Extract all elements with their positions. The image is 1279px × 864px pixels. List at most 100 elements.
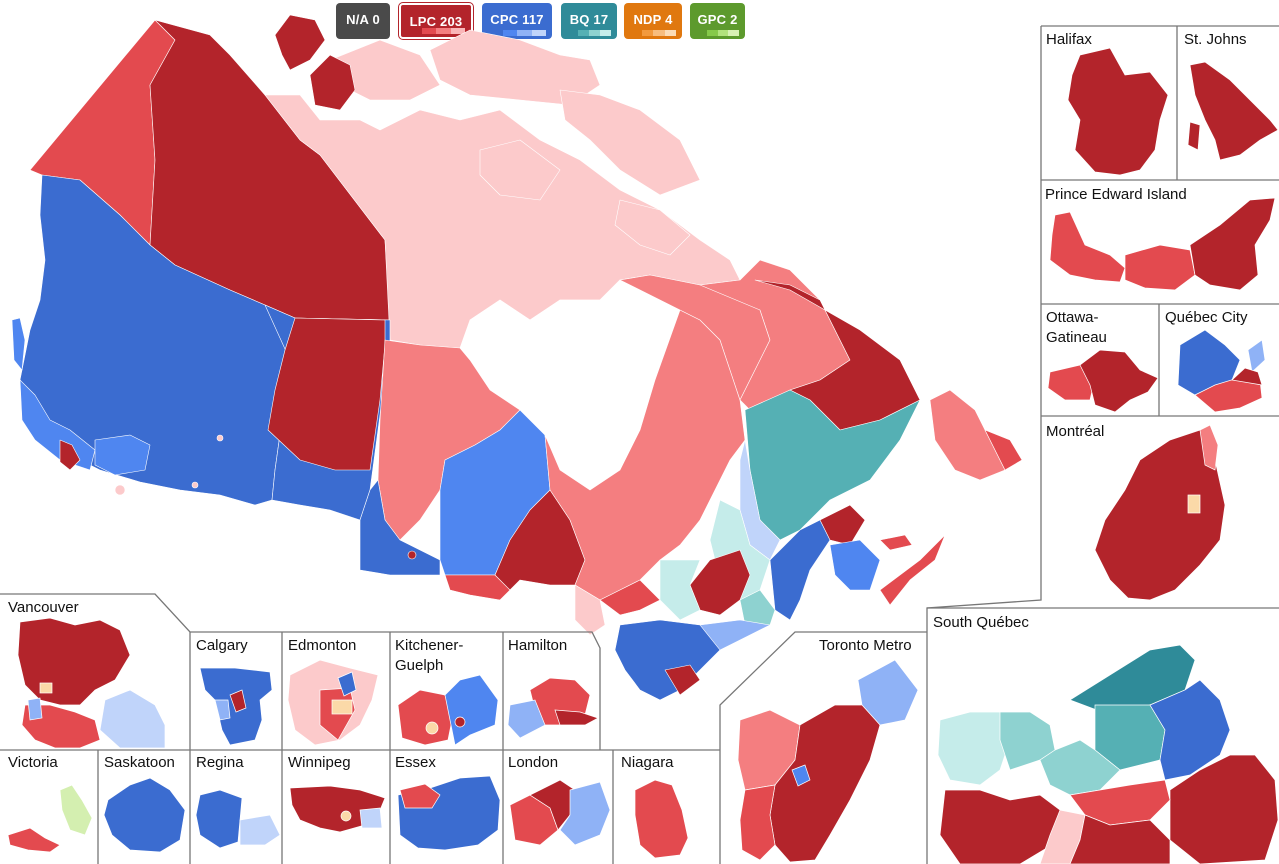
riding-saskatoon-dot[interactable] bbox=[407, 550, 417, 560]
inset-calgary-map bbox=[199, 667, 273, 746]
inset-label-london: London bbox=[508, 754, 559, 771]
riding-vancouver-west-blue[interactable] bbox=[27, 697, 43, 721]
riding-niagara[interactable] bbox=[634, 779, 689, 859]
riding-british-columbia[interactable] bbox=[19, 174, 296, 506]
legend-badge-lpc[interactable]: LPC 203 bbox=[399, 3, 473, 39]
inset-essex-map bbox=[397, 775, 501, 851]
riding-kitchener-east[interactable] bbox=[444, 674, 499, 746]
riding-winnipeg-east[interactable] bbox=[359, 807, 383, 829]
riding-nunavut-islands-5[interactable] bbox=[614, 199, 691, 256]
legend-shade-swatch bbox=[600, 30, 611, 36]
riding-desnethe-missinippi[interactable] bbox=[267, 317, 386, 471]
riding-ontario-east[interactable] bbox=[699, 619, 771, 651]
riding-sq-blue[interactable] bbox=[1149, 679, 1231, 781]
riding-calgary-light[interactable] bbox=[214, 699, 231, 721]
riding-regina[interactable] bbox=[195, 789, 243, 849]
riding-regina-east[interactable] bbox=[239, 814, 281, 846]
riding-vancouver-east-blue[interactable] bbox=[99, 689, 166, 749]
legend-badge-ndp[interactable]: NDP 4 bbox=[624, 3, 682, 39]
riding-montreal-ndp[interactable] bbox=[1187, 494, 1201, 514]
riding-winnipeg-centre[interactable] bbox=[340, 810, 352, 822]
riding-nova-scotia[interactable] bbox=[879, 534, 946, 606]
riding-fort-mcmurray[interactable] bbox=[216, 434, 224, 442]
riding-victoria-greens[interactable] bbox=[59, 784, 93, 836]
riding-guelph[interactable] bbox=[454, 716, 466, 728]
inset-label-edmonton: Edmonton bbox=[288, 637, 357, 654]
riding-saskatoon[interactable] bbox=[103, 777, 186, 853]
riding-timmins[interactable] bbox=[544, 309, 746, 601]
riding-sudbury[interactable] bbox=[599, 579, 661, 616]
riding-edmonton-ndp[interactable] bbox=[331, 699, 353, 715]
inset-toronto-map bbox=[737, 659, 919, 863]
riding-gta[interactable] bbox=[664, 664, 701, 696]
riding-sq-centre-light[interactable] bbox=[1039, 739, 1121, 796]
riding-grande-prairie[interactable] bbox=[191, 481, 199, 489]
riding-newfoundland-east[interactable] bbox=[984, 429, 1023, 471]
riding-bc-lower-mainland[interactable] bbox=[59, 439, 81, 471]
legend-badge-bq[interactable]: BQ 17 bbox=[561, 3, 617, 39]
riding-vancouver-ndp[interactable] bbox=[39, 682, 53, 694]
riding-edmonton-blue[interactable] bbox=[337, 671, 357, 697]
inset-label-calgary: Calgary bbox=[196, 637, 248, 654]
inset-label-quebec-city: Québec City bbox=[1165, 309, 1248, 326]
riding-sq-south-east[interactable] bbox=[1069, 814, 1171, 864]
riding-hamilton-centre[interactable] bbox=[554, 709, 599, 726]
legend-shade-swatch bbox=[502, 30, 517, 36]
riding-halifax[interactable] bbox=[1067, 47, 1169, 176]
legend-shade-swatch bbox=[567, 30, 578, 36]
inset-niagara-map bbox=[634, 779, 689, 859]
riding-quebec-south-1[interactable] bbox=[769, 519, 831, 621]
riding-montreal-north[interactable] bbox=[1199, 424, 1219, 471]
riding-gaspe[interactable] bbox=[819, 504, 866, 546]
inset-label-ottawa-gatineau: Ottawa- Gatineau bbox=[1046, 309, 1107, 346]
riding-cardigan[interactable] bbox=[1189, 197, 1276, 291]
legend-badge-label: BQ 17 bbox=[569, 12, 609, 27]
riding-kitchener-west[interactable] bbox=[397, 689, 453, 746]
riding-bc-interior[interactable] bbox=[94, 434, 151, 476]
riding-toronto-east[interactable] bbox=[739, 784, 776, 861]
riding-kitchener-centre[interactable] bbox=[425, 721, 439, 735]
legend-badge-label: NDP 4 bbox=[633, 12, 673, 27]
riding-egmont[interactable] bbox=[1049, 211, 1126, 283]
riding-st-johns-south[interactable] bbox=[1187, 121, 1201, 151]
riding-pei[interactable] bbox=[879, 534, 913, 551]
riding-ottawa-valley[interactable] bbox=[574, 584, 606, 636]
legend-badge-cpc[interactable]: CPC 117 bbox=[482, 3, 552, 39]
riding-new-brunswick[interactable] bbox=[829, 539, 881, 591]
riding-nunavut-islands-2[interactable] bbox=[429, 29, 601, 106]
legend-shade-swatch bbox=[641, 30, 653, 36]
riding-st-johns[interactable] bbox=[1189, 61, 1279, 161]
riding-sq-southwest[interactable] bbox=[939, 789, 1061, 864]
riding-quebec-centre[interactable] bbox=[1231, 367, 1263, 386]
riding-nunavut-islands-4[interactable] bbox=[479, 139, 561, 201]
inset-label-st-johns: St. Johns bbox=[1184, 31, 1247, 48]
riding-montreal[interactable] bbox=[1094, 429, 1226, 601]
riding-victoria[interactable] bbox=[7, 827, 61, 853]
riding-quebec-east[interactable] bbox=[1247, 339, 1266, 373]
riding-north-islands-2[interactable] bbox=[309, 54, 356, 111]
riding-winnipeg-dot[interactable] bbox=[114, 484, 126, 496]
inset-label-toronto-metro: Toronto Metro bbox=[819, 637, 912, 654]
riding-manitoba-south[interactable] bbox=[359, 479, 441, 576]
legend-shade-strip bbox=[488, 30, 546, 36]
riding-bc-coast[interactable] bbox=[19, 379, 96, 471]
riding-vancouver-north[interactable] bbox=[17, 617, 131, 706]
legend-badge-na[interactable]: N/A 0 bbox=[336, 3, 390, 39]
inset-winnipeg-map bbox=[289, 785, 386, 833]
riding-sq-east[interactable] bbox=[1169, 754, 1279, 864]
riding-calgary-centre[interactable] bbox=[229, 689, 247, 713]
riding-quebec-south[interactable] bbox=[1194, 377, 1263, 413]
riding-north-islands[interactable] bbox=[274, 14, 326, 71]
riding-london-east[interactable] bbox=[559, 781, 611, 846]
legend-badge-gpc[interactable]: GPC 2 bbox=[690, 3, 745, 39]
riding-malpeque[interactable] bbox=[1124, 244, 1196, 291]
legend-shade-swatch bbox=[436, 28, 451, 34]
riding-hamilton-south[interactable] bbox=[507, 699, 546, 739]
riding-ottawa-centre[interactable] bbox=[1079, 349, 1159, 413]
riding-nunavut-islands-3[interactable] bbox=[559, 89, 701, 196]
riding-windsor[interactable] bbox=[399, 783, 441, 809]
riding-vancouver-island[interactable] bbox=[11, 317, 26, 371]
riding-sq-laurentides[interactable] bbox=[937, 711, 1011, 786]
riding-toronto-blue-dot[interactable] bbox=[791, 764, 811, 787]
legend-shade-swatch bbox=[488, 30, 503, 36]
